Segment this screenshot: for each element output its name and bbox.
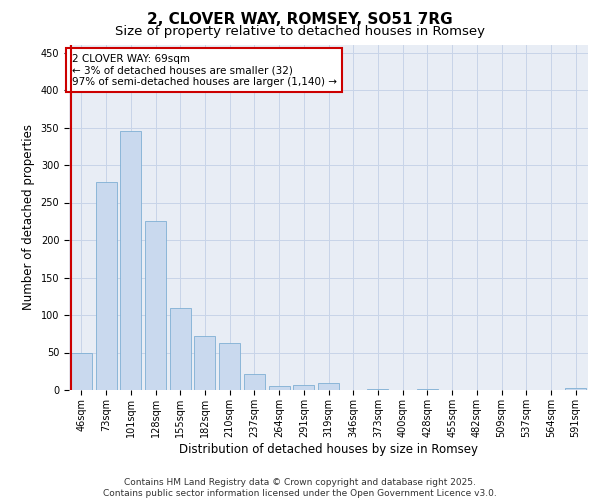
Bar	[219, 343, 240, 390]
Text: 2 CLOVER WAY: 69sqm
← 3% of detached houses are smaller (32)
97% of semi-detache: 2 CLOVER WAY: 69sqm ← 3% of detached hou…	[71, 54, 337, 87]
Bar	[293, 385, 314, 390]
Bar	[318, 383, 339, 390]
Text: 2, CLOVER WAY, ROMSEY, SO51 7RG: 2, CLOVER WAY, ROMSEY, SO51 7RG	[147, 12, 453, 28]
Bar	[269, 386, 290, 390]
Bar	[71, 352, 92, 390]
X-axis label: Distribution of detached houses by size in Romsey: Distribution of detached houses by size …	[179, 442, 478, 456]
Bar	[120, 132, 141, 390]
Y-axis label: Number of detached properties: Number of detached properties	[22, 124, 35, 310]
Text: Contains HM Land Registry data © Crown copyright and database right 2025.
Contai: Contains HM Land Registry data © Crown c…	[103, 478, 497, 498]
Bar	[95, 182, 116, 390]
Bar	[417, 388, 438, 390]
Bar	[244, 374, 265, 390]
Bar	[194, 336, 215, 390]
Bar	[565, 388, 586, 390]
Bar	[367, 388, 388, 390]
Text: Size of property relative to detached houses in Romsey: Size of property relative to detached ho…	[115, 25, 485, 38]
Bar	[145, 221, 166, 390]
Bar	[170, 308, 191, 390]
